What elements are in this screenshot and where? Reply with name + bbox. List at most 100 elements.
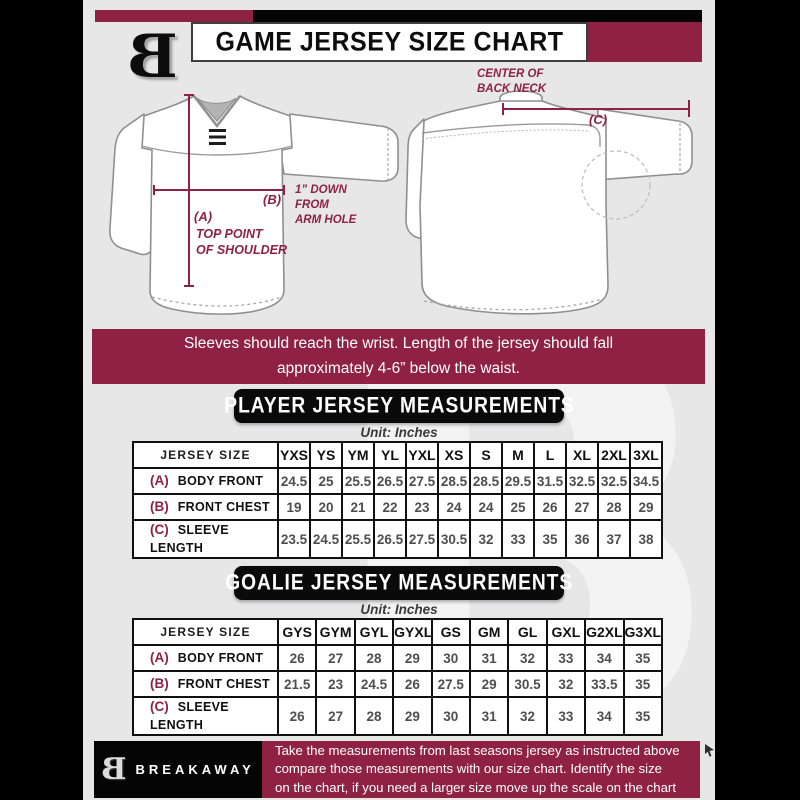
row-label-cell: (A) BODY FRONT [132, 467, 279, 495]
value-cell: 25.5 [341, 519, 375, 559]
jersey-size-header-cell: JERSEY SIZE [132, 441, 279, 469]
size-header-row: JERSEY SIZE GYS GYM GYL GYXL GS GM GL GXL G2XL G3X… [132, 618, 664, 646]
value-cell: 32 [469, 519, 503, 559]
title-maroon-block [588, 22, 702, 62]
top-bar-black [253, 10, 702, 22]
value-cell: 35 [533, 519, 567, 559]
row-key: (C) [150, 699, 169, 714]
goalie-section-title-text: GOALIE JERSEY MEASUREMENTS [225, 570, 573, 595]
size-header-row: JERSEY SIZE YXS YS YM YL YXL XS S M L XL 2XL 3XL [132, 441, 663, 469]
value-cell: 35 [622, 644, 664, 672]
value-cell: 38 [629, 519, 663, 559]
page-title: GAME JERSEY SIZE CHART [191, 22, 588, 62]
goalie-unit-label: Unit: Inches [360, 602, 438, 617]
measure-line-b [153, 189, 285, 191]
value-cell: 32 [545, 670, 587, 698]
front-right-sleeve [280, 114, 398, 181]
value-cell: 33 [545, 696, 587, 736]
size-header-cell: G2XL [584, 618, 625, 646]
size-header-cell: GXL [545, 618, 587, 646]
size-header-cell: GYS [276, 618, 318, 646]
collar-laces-icon [209, 129, 226, 145]
footer-brand-text: BREAKAWAY [135, 762, 255, 777]
value-cell: 27 [565, 493, 599, 521]
value-cell: 28 [597, 493, 631, 521]
row-label-cell: (C) SLEEVE LENGTH [132, 519, 279, 559]
cursor-pointer-icon [705, 744, 714, 757]
goalie-measurements-table: JERSEY SIZE GYS GYM GYL GYXL GS GM GL GXL G2XL G3X… [132, 618, 664, 736]
value-cell: 34 [584, 644, 625, 672]
value-cell: 27 [315, 644, 356, 672]
annotation-b-text: 1” DOWN FROM ARM HOLE [295, 184, 357, 226]
row-label-cell: (B) FRONT CHEST [132, 493, 279, 521]
annotation-c-key: (C) [589, 112, 608, 127]
size-header-cell: XS [437, 441, 471, 469]
measurement-row: (C) SLEEVE LENGTH 23.5 24.5 25.5 26.5 27.5 30.5… [132, 519, 663, 559]
size-header-cell: S [469, 441, 503, 469]
back-right-sleeve [596, 109, 692, 180]
value-cell: 30.5 [507, 670, 548, 698]
page-title-text: GAME JERSEY SIZE CHART [215, 26, 564, 57]
size-header-cell: GYXL [392, 618, 433, 646]
size-header-cell: GYM [315, 618, 356, 646]
row-label-cell: (C) SLEEVE LENGTH [132, 696, 279, 736]
value-cell: 29 [468, 670, 510, 698]
value-cell: 31 [468, 696, 510, 736]
value-cell: 34 [584, 696, 625, 736]
value-cell: 32 [507, 644, 548, 672]
value-cell: 35 [622, 670, 664, 698]
back-body [420, 101, 608, 314]
player-table-wrap: JERSEY SIZE YXS YS YM YL YXL XS S M L XL 2XL 3XL (A) B… [132, 441, 663, 559]
value-cell: 24.5 [277, 467, 311, 495]
value-cell: 26.5 [373, 519, 407, 559]
front-body [142, 96, 292, 314]
value-cell: 34.5 [629, 467, 663, 495]
measure-line-b-tick-right [283, 185, 285, 195]
value-cell: 31 [468, 644, 510, 672]
footer-logo-icon: B [101, 751, 127, 787]
annotation-a-text: TOP POINT OF SHOULDER [196, 227, 287, 258]
value-cell: 25.5 [341, 467, 375, 495]
value-cell: 30.5 [437, 519, 471, 559]
measurement-row: (B) FRONT CHEST 21.5 23 24.5 26 27.5 29 30.5 32 33… [132, 670, 664, 698]
value-cell: 27.5 [405, 519, 439, 559]
measure-line-c-tick-left [502, 103, 504, 115]
row-label: BODY FRONT [177, 474, 264, 488]
row-label: SLEEVE LENGTH [150, 700, 229, 732]
value-cell: 32.5 [565, 467, 599, 495]
front-collar [197, 98, 236, 121]
value-cell: 21 [341, 493, 375, 521]
value-cell: 24.5 [309, 519, 343, 559]
value-cell: 25 [309, 467, 343, 495]
goalie-table-wrap: JERSEY SIZE GYS GYM GYL GYXL GS GM GL GXL G2XL G3X… [132, 618, 664, 736]
value-cell: 26 [392, 670, 433, 698]
value-cell: 26 [276, 696, 318, 736]
row-key: (B) [150, 676, 169, 691]
row-label-cell: (B) FRONT CHEST [132, 670, 279, 698]
value-cell: 33 [545, 644, 587, 672]
value-cell: 28.5 [469, 467, 503, 495]
value-cell: 19 [277, 493, 311, 521]
measure-line-a [188, 95, 190, 287]
row-key: (A) [150, 473, 169, 488]
measurement-row: (C) SLEEVE LENGTH 26 27 28 29 30 31 32 33 34 35 [132, 696, 664, 736]
size-header-cell: GYL [353, 618, 395, 646]
value-cell: 29.5 [501, 467, 535, 495]
value-cell: 26 [276, 644, 318, 672]
value-cell: 30 [430, 644, 471, 672]
row-label: FRONT CHEST [177, 500, 270, 514]
back-jersey-diagram [402, 85, 702, 335]
value-cell: 32.5 [597, 467, 631, 495]
value-cell: 23 [315, 670, 356, 698]
size-header-cell: L [533, 441, 567, 469]
value-cell: 23.5 [277, 519, 311, 559]
value-cell: 28 [353, 696, 395, 736]
value-cell: 33.5 [584, 670, 625, 698]
player-section-title-text: PLAYER JERSEY MEASUREMENTS [223, 393, 575, 418]
value-cell: 27.5 [405, 467, 439, 495]
value-cell: 24 [437, 493, 471, 521]
value-cell: 20 [309, 493, 343, 521]
value-cell: 31.5 [533, 467, 567, 495]
value-cell: 33 [501, 519, 535, 559]
